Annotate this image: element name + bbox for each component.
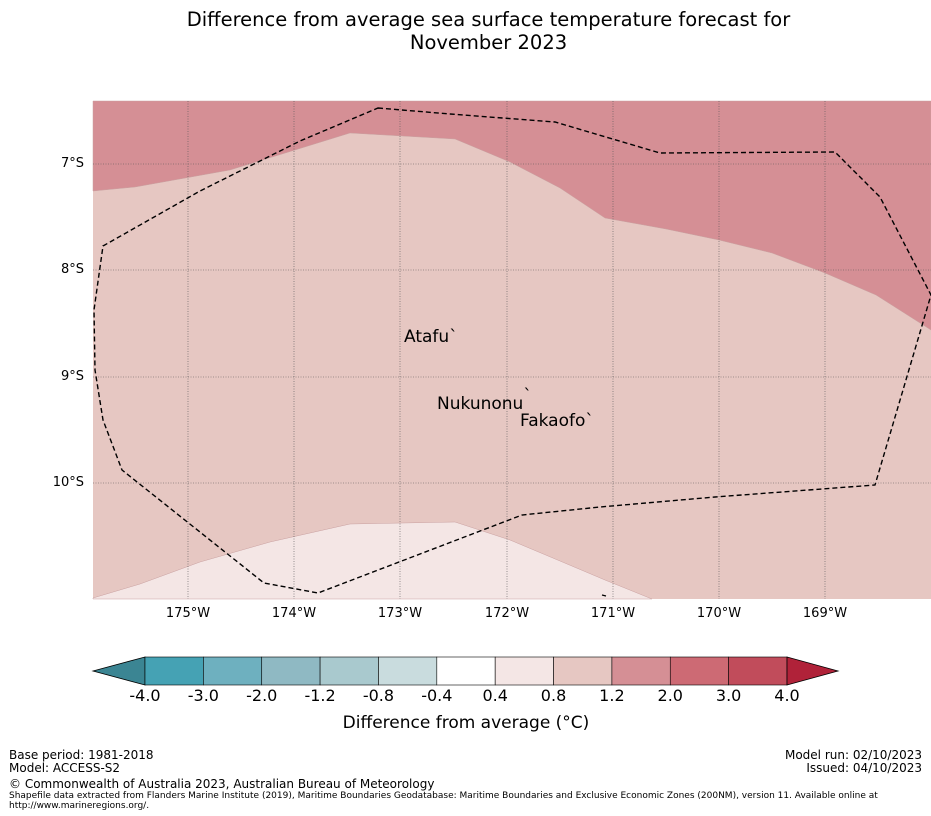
colorbar-tick-label: -3.0 — [187, 686, 219, 705]
colorbar-tick-label: 2.0 — [657, 686, 683, 705]
lon-label-170w: 170°W — [696, 606, 742, 621]
copyright-text: © Commonwealth of Australia 2023, Austra… — [9, 777, 435, 791]
lon-label-175w: 175°W — [165, 606, 211, 621]
gridlines — [93, 101, 931, 599]
place-fakaofo: Fakaofo` — [520, 411, 594, 431]
colorbar-segment — [261, 656, 321, 686]
light-band-lower — [92, 521, 653, 600]
lon-label-173w: 173°W — [377, 606, 423, 621]
colorbar-segment — [611, 656, 671, 686]
shapefile-credit-line-1: Shapefile data extracted from Flanders M… — [9, 791, 878, 801]
colorbar-tick-label: 4.0 — [774, 686, 800, 705]
colorbar-tick-label: -0.8 — [362, 686, 395, 705]
model-text: Model: ACCESS-S2 — [9, 761, 121, 775]
colorbar-tick-label: 0.4 — [482, 686, 508, 705]
colorbar-segment — [728, 656, 788, 686]
sst-map — [92, 100, 931, 600]
lat-label-8s: 8°S — [60, 262, 84, 277]
colorbar-segment — [436, 656, 496, 686]
colorbar-segments — [91, 656, 840, 686]
colorbar-tick-label: -4.0 — [129, 686, 161, 705]
colorbar-segment — [494, 656, 554, 686]
colorbar-segment — [378, 656, 438, 686]
lat-label-10s: 10°S — [52, 475, 84, 490]
colorbar-tick-label: -1.2 — [304, 686, 336, 705]
colorbar-segment — [203, 656, 263, 686]
colorbar-segment — [319, 656, 379, 686]
base-period-text: Base period: 1981-2018 — [9, 748, 154, 762]
colorbar-tick-label: -0.4 — [421, 686, 453, 705]
colorbar-extend-high — [786, 656, 840, 686]
lat-label-7s: 7°S — [60, 156, 84, 171]
colorbar-segment — [144, 656, 204, 686]
lat-label-9s: 9°S — [60, 369, 84, 384]
place-nukunonu: Nukunonu` — [437, 386, 532, 414]
chart-title: Difference from average sea surface temp… — [0, 8, 931, 54]
place-fakaofo-marker: ` — [585, 411, 594, 431]
place-atafu-name: Atafu — [404, 327, 450, 347]
lon-label-172w: 172°W — [484, 606, 530, 621]
colorbar — [91, 656, 840, 686]
colorbar-tick-label: 1.2 — [599, 686, 625, 705]
colorbar-label: Difference from average (°C) — [342, 713, 590, 733]
lon-label-169w: 169°W — [802, 606, 848, 621]
colorbar-tick-label: 3.0 — [715, 686, 742, 705]
place-fakaofo-name: Fakaofo — [520, 411, 586, 431]
colorbar-tick-label: 0.8 — [540, 686, 567, 705]
lon-label-174w: 174°W — [271, 606, 317, 621]
chart-title-line-2: November 2023 — [409, 31, 568, 54]
eez-boundary-line — [93, 107, 931, 594]
place-atafu: Atafu` — [404, 327, 458, 347]
colorbar-tick-label: -2.0 — [246, 686, 278, 705]
colorbar-extend-low — [91, 656, 146, 686]
colorbar-segment — [553, 656, 613, 686]
issued-text: Issued: 04/10/2023 — [806, 761, 922, 775]
place-atafu-marker: ` — [449, 327, 458, 347]
shapefile-credit-line-2: http://www.marineregions.org/. — [9, 801, 150, 811]
place-nukunonu-name: Nukunonu — [437, 394, 524, 414]
colorbar-segment — [669, 656, 729, 686]
place-nukunonu-marker: ` — [523, 386, 532, 406]
lon-label-171w: 171°W — [590, 606, 636, 621]
warm-band-upper — [92, 100, 931, 331]
islet-mark — [601, 594, 607, 597]
model-run-text: Model run: 02/10/2023 — [784, 748, 922, 762]
chart-title-line-1: Difference from average sea surface temp… — [186, 8, 791, 31]
